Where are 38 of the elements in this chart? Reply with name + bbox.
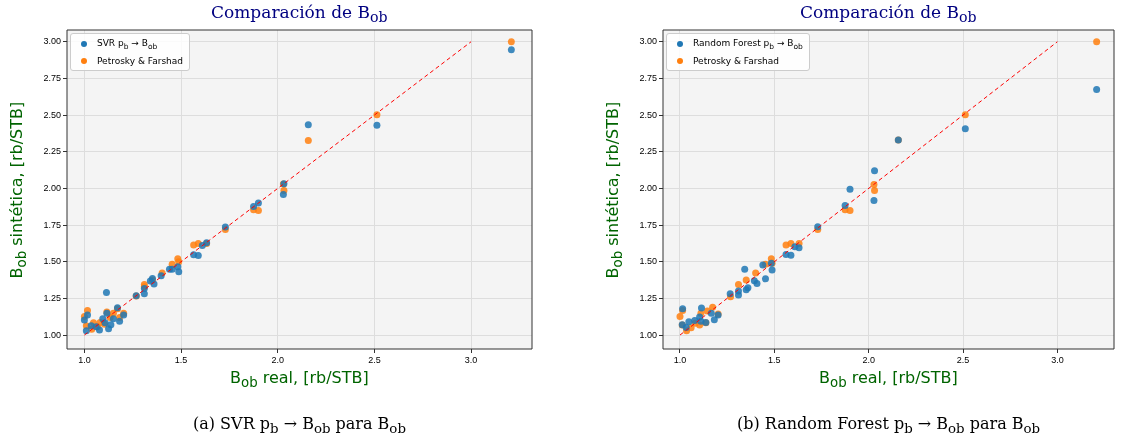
x-tick-label: 2.0 <box>862 354 875 365</box>
chart-title: Comparación de B$_{ob}$ <box>211 2 388 26</box>
legend-label: Petrosky & Farshad <box>693 55 780 66</box>
y-tick-label: 2.50 <box>43 109 61 120</box>
y-tick-label: 1.75 <box>43 219 61 230</box>
y-tick-label: 1.25 <box>639 292 657 303</box>
y-tick-label: 2.00 <box>639 182 657 193</box>
y-tick-label: 2.75 <box>43 72 61 83</box>
y-tick-label: 1.50 <box>43 256 61 267</box>
y-tick-label: 1.00 <box>639 329 657 340</box>
y-tick-label: 3.00 <box>639 36 657 47</box>
y-tick-label: 1.75 <box>639 219 657 230</box>
y-tick-label: 1.00 <box>43 329 61 340</box>
x-tick-label: 1.0 <box>673 354 687 365</box>
y-tick-label: 2.00 <box>43 182 61 193</box>
legend-label: Petrosky & Farshad <box>97 55 184 66</box>
x-tick-label: 1.5 <box>768 354 781 365</box>
y-tick-label: 3.00 <box>43 36 61 47</box>
y-tick-label: 2.75 <box>639 72 657 83</box>
x-tick-label: 2.5 <box>956 354 970 365</box>
chart-title: Comparación de B$_{ob}$ <box>800 2 977 26</box>
y-tick-label: 2.25 <box>43 146 61 157</box>
y-tick-label: 1.25 <box>43 292 61 303</box>
legend-label: SVR p$_{b}$ → B$_{ob}$ <box>97 38 158 51</box>
x-tick-label: 1.5 <box>174 354 188 365</box>
x-tick-label: 1.0 <box>78 354 91 365</box>
x-tick-label: 2.0 <box>271 354 285 365</box>
x-tick-label: 3.0 <box>464 354 478 365</box>
x-tick-label: 2.5 <box>368 354 381 365</box>
legend-label: Random Forest p$_{b}$ → B$_{ob}$ <box>693 38 803 51</box>
text: (b) Random Forest p$_{b}$ → B$_{ob}$ para B$_{ob}$ <box>737 414 1041 437</box>
x-tick-label: 3.0 <box>1051 354 1064 365</box>
y-tick-label: 2.25 <box>639 146 657 157</box>
x-axis-title: B$_{ob}$ real, [rb/STB] <box>819 368 958 391</box>
x-axis-title: B$_{ob}$ real, [rb/STB] <box>230 368 369 391</box>
y-tick-label: 1.50 <box>639 256 657 267</box>
y-tick-label: 2.50 <box>639 109 657 120</box>
text: (a) SVR p$_{b}$ → B$_{ob}$ para B$_{ob}$ <box>193 414 406 437</box>
